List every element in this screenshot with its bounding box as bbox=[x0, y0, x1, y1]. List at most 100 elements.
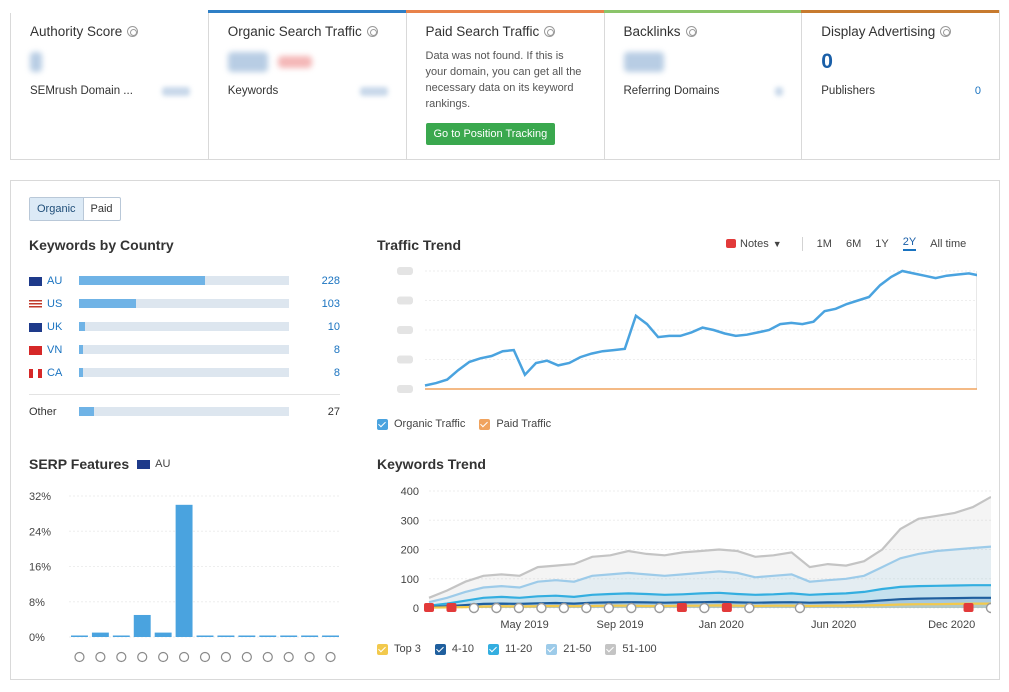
serp-feature-icon[interactable] bbox=[116, 651, 127, 663]
serp-bar[interactable] bbox=[217, 635, 235, 638]
legend-4-10[interactable]: 4-10 bbox=[434, 643, 474, 655]
country-row-au[interactable]: AU 228 bbox=[29, 274, 340, 288]
serp-feature-icon[interactable] bbox=[220, 651, 232, 663]
organic-traffic-value[interactable] bbox=[227, 49, 388, 75]
legend-11-20[interactable]: 11-20 bbox=[487, 643, 532, 655]
info-icon[interactable] bbox=[127, 26, 139, 37]
google-update-marker-icon[interactable] bbox=[699, 602, 710, 614]
serp-feature-icon[interactable] bbox=[304, 651, 315, 663]
country-row-other[interactable]: Other 27 bbox=[29, 405, 340, 419]
keyword-count[interactable]: 8 bbox=[333, 367, 340, 379]
google-update-marker-icon[interactable] bbox=[491, 602, 502, 614]
card-accent-bar bbox=[603, 10, 802, 13]
serp-bar[interactable] bbox=[259, 635, 277, 638]
legend-51-100[interactable]: 51-100 bbox=[605, 643, 657, 655]
info-icon[interactable] bbox=[940, 26, 952, 37]
blurred-value[interactable] bbox=[359, 86, 388, 96]
divider bbox=[29, 394, 340, 395]
serp-bar[interactable] bbox=[196, 635, 214, 638]
period-1m[interactable]: 1M bbox=[816, 237, 832, 250]
keyword-count[interactable]: 228 bbox=[321, 275, 340, 287]
serp-bar[interactable] bbox=[91, 632, 109, 637]
google-update-marker-icon[interactable] bbox=[536, 602, 547, 614]
go-to-position-tracking-button[interactable]: Go to Position Tracking bbox=[425, 123, 556, 145]
legend-21-50[interactable]: 21-50 bbox=[546, 643, 591, 655]
authority-score-value[interactable] bbox=[30, 49, 190, 75]
legend-top-3[interactable]: Top 3 bbox=[377, 643, 421, 655]
serp-feature-icon[interactable] bbox=[241, 651, 252, 663]
notes-dropdown[interactable]: Notes ▼ bbox=[726, 238, 782, 250]
serp-feature-icon[interactable] bbox=[283, 651, 294, 663]
google-update-marker-icon[interactable] bbox=[626, 602, 637, 614]
google-update-marker-icon[interactable] bbox=[654, 602, 665, 614]
note-marker-icon[interactable] bbox=[424, 603, 434, 612]
country-row-vn[interactable]: VN 8 bbox=[29, 343, 340, 357]
google-update-marker-icon[interactable] bbox=[513, 602, 525, 614]
publishers-count[interactable]: 0 bbox=[974, 85, 981, 97]
serp-bar[interactable] bbox=[322, 635, 339, 638]
serp-feature-icon[interactable] bbox=[325, 651, 336, 663]
google-update-marker-icon[interactable] bbox=[581, 602, 592, 614]
google-update-marker-icon[interactable] bbox=[744, 602, 755, 614]
country-code[interactable]: VN bbox=[47, 344, 63, 356]
country-code[interactable]: UK bbox=[47, 321, 63, 333]
serp-bar[interactable] bbox=[175, 504, 193, 637]
note-marker-icon[interactable] bbox=[963, 603, 974, 612]
country-code[interactable]: US bbox=[47, 298, 63, 310]
google-update-marker-icon[interactable] bbox=[558, 602, 570, 614]
organic-tab[interactable]: Organic bbox=[30, 198, 84, 220]
google-update-marker-icon[interactable] bbox=[794, 602, 806, 614]
note-marker-icon[interactable] bbox=[676, 603, 687, 612]
series-line-4-10[interactable] bbox=[428, 596, 991, 609]
serp-feature-icon[interactable] bbox=[178, 651, 190, 663]
serp-feature-icon[interactable] bbox=[199, 651, 211, 663]
period-all-time[interactable]: All time bbox=[930, 237, 967, 250]
serp-feature-icon[interactable] bbox=[158, 651, 169, 663]
range-handle[interactable] bbox=[976, 271, 977, 389]
paid-tab[interactable]: Paid bbox=[90, 203, 113, 215]
country-row-uk[interactable]: UK 10 bbox=[29, 320, 340, 334]
hidden-y-tick bbox=[397, 296, 413, 305]
keyword-count[interactable]: 10 bbox=[327, 321, 340, 333]
serp-bar[interactable] bbox=[301, 635, 319, 638]
period-1y[interactable]: 1Y bbox=[875, 237, 889, 250]
google-update-marker-icon[interactable] bbox=[985, 602, 992, 614]
country-row-us[interactable]: US 103 bbox=[29, 297, 340, 311]
legend-organic-traffic[interactable]: Organic Traffic bbox=[377, 418, 465, 430]
country-row-ca[interactable]: CA 8 bbox=[29, 366, 340, 380]
serp-bar[interactable] bbox=[71, 635, 88, 638]
backlinks-value[interactable] bbox=[623, 49, 784, 75]
series-line-organic-traffic[interactable] bbox=[424, 269, 977, 387]
google-update-marker-icon[interactable] bbox=[603, 602, 615, 614]
display-advertising-value[interactable]: 0 bbox=[821, 50, 833, 73]
serp-bar[interactable] bbox=[133, 614, 151, 637]
blurred-value[interactable] bbox=[775, 86, 784, 96]
keyword-count[interactable]: 8 bbox=[333, 344, 340, 356]
serp-bar[interactable] bbox=[112, 635, 130, 638]
note-marker-icon[interactable] bbox=[721, 603, 732, 612]
period-2y[interactable]: 2Y bbox=[902, 236, 917, 251]
serp-feature-icon[interactable] bbox=[74, 651, 85, 663]
hidden-y-tick bbox=[397, 267, 413, 275]
serp-bar[interactable] bbox=[154, 632, 172, 637]
serp-bar[interactable] bbox=[280, 635, 298, 638]
country-code[interactable]: CA bbox=[47, 367, 63, 379]
series-line-51-100[interactable] bbox=[428, 495, 991, 599]
serp-feature-icon[interactable] bbox=[95, 651, 106, 663]
serp-feature-icon[interactable] bbox=[137, 651, 148, 663]
country-code[interactable]: AU bbox=[47, 275, 63, 287]
serp-bar[interactable] bbox=[238, 635, 256, 638]
note-marker-icon[interactable] bbox=[446, 603, 457, 612]
series-line-11-20[interactable] bbox=[428, 584, 991, 607]
traffic-trend-chart bbox=[397, 267, 977, 393]
google-update-marker-icon[interactable] bbox=[468, 602, 480, 614]
y-tick-label: 8% bbox=[29, 597, 45, 609]
info-icon[interactable] bbox=[685, 26, 697, 37]
serp-feature-icon[interactable] bbox=[262, 651, 273, 663]
info-icon[interactable] bbox=[544, 26, 556, 37]
info-icon[interactable] bbox=[366, 26, 378, 37]
series-line-21-50[interactable] bbox=[428, 545, 991, 604]
legend-paid-traffic[interactable]: Paid Traffic bbox=[479, 418, 551, 430]
keyword-count[interactable]: 103 bbox=[321, 298, 340, 310]
period-6m[interactable]: 6M bbox=[845, 237, 862, 250]
